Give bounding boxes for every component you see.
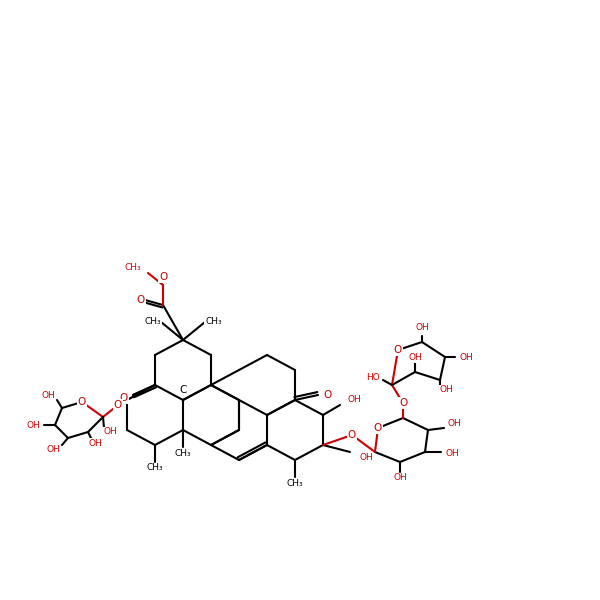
Text: O: O — [137, 295, 145, 305]
Text: O: O — [120, 393, 128, 403]
Text: CH₃: CH₃ — [145, 317, 161, 326]
Text: O: O — [348, 430, 356, 440]
Text: OH: OH — [393, 473, 407, 482]
Text: OH: OH — [103, 427, 117, 437]
Text: CH₃: CH₃ — [175, 449, 191, 457]
Text: OH: OH — [26, 421, 40, 430]
Text: OH: OH — [440, 385, 454, 395]
Text: OH: OH — [445, 449, 459, 457]
Text: OH: OH — [348, 395, 362, 404]
Text: OH: OH — [46, 445, 60, 455]
Text: CH₃: CH₃ — [146, 463, 163, 473]
Text: OH: OH — [360, 454, 374, 463]
Text: OH: OH — [460, 352, 474, 361]
Text: CH₃: CH₃ — [287, 479, 304, 487]
Text: O: O — [114, 400, 122, 410]
Text: O: O — [159, 272, 167, 282]
Text: O: O — [394, 345, 402, 355]
Text: O: O — [324, 390, 332, 400]
Text: OH: OH — [408, 353, 422, 362]
Text: C: C — [179, 385, 187, 395]
Text: O: O — [374, 423, 382, 433]
Text: OH: OH — [448, 419, 462, 428]
Text: OH: OH — [41, 391, 55, 400]
Text: O: O — [78, 397, 86, 407]
Text: HO: HO — [366, 373, 380, 382]
Text: OH: OH — [88, 439, 102, 448]
Text: CH₃: CH₃ — [205, 317, 221, 326]
Text: CH₃: CH₃ — [124, 263, 141, 271]
Text: OH: OH — [415, 323, 429, 332]
Text: O: O — [399, 398, 407, 408]
